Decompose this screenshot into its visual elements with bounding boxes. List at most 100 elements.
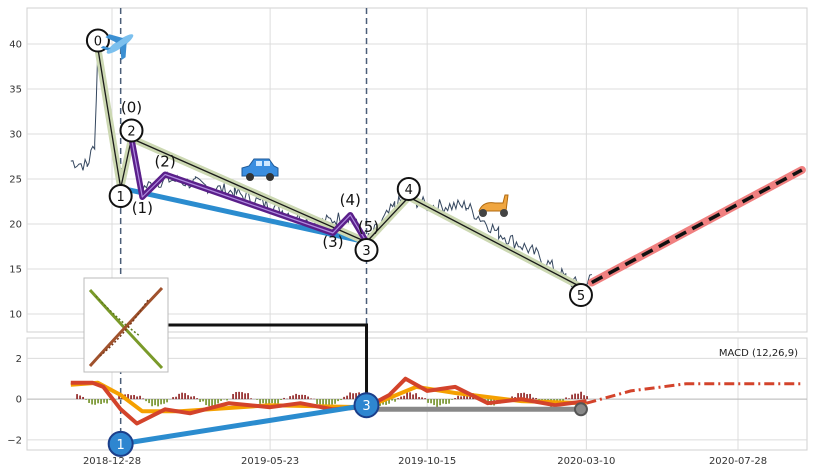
wave-marker: [568, 283, 593, 307]
macd-histogram-bar: [265, 399, 267, 406]
macd-histogram-bar: [340, 399, 342, 401]
inset-thumbnail: [83, 277, 169, 373]
wave-line: [97, 48, 582, 288]
macd-histogram-bar: [190, 396, 192, 400]
macd-histogram-bar: [388, 399, 390, 404]
macd-histogram-bar: [430, 399, 432, 404]
macd-gray-endpoint: [573, 402, 588, 417]
x-tick-label: 2020-03-10: [557, 456, 615, 467]
macd-histogram-bar: [178, 393, 180, 400]
macd-histogram-bar: [301, 394, 303, 400]
airplane-icon: [100, 34, 134, 61]
macd-histogram-bar: [418, 397, 420, 400]
car-wheel: [266, 173, 274, 181]
macd-histogram-bar: [355, 393, 357, 400]
macd-wave-marker: [107, 430, 134, 457]
macd-histogram-bar: [88, 399, 90, 403]
macd-histogram-bar: [172, 397, 174, 400]
macd-histogram-bar: [337, 399, 339, 402]
macd-histogram-bar: [316, 399, 318, 405]
macd-histogram-bar: [82, 396, 84, 400]
wave-label: 2: [127, 125, 135, 140]
macd-histogram-bar: [343, 396, 345, 400]
macd-histogram-bar: [181, 392, 183, 400]
macd-histogram-bar: [283, 397, 285, 400]
x-tick-label: 2018-12-28: [83, 456, 141, 467]
macd-histogram-bar: [457, 395, 459, 400]
subwave-label: (3): [322, 233, 343, 251]
price-panel-ytick-label: 10: [9, 310, 22, 321]
macd-histogram-bar: [241, 392, 243, 400]
airplane-wing: [105, 34, 124, 43]
macd-histogram-bar: [100, 399, 102, 405]
macd-histogram-bar: [232, 393, 234, 400]
macd-histogram-bar: [523, 392, 525, 400]
macd-histogram-bar: [118, 394, 120, 400]
price-panel-ytick-label: 35: [9, 85, 22, 96]
macd-histogram-bar: [331, 399, 333, 405]
macd-histogram-bar: [166, 399, 168, 403]
macd-histogram-bar: [256, 399, 258, 400]
macd-histogram-bar: [349, 392, 351, 400]
macd-histogram-bar: [214, 399, 216, 406]
macd-histogram-bar: [94, 399, 96, 405]
macd-histogram-bar: [577, 393, 579, 400]
macd-histogram-bar: [433, 399, 435, 406]
macd-histogram-bar: [202, 399, 204, 402]
macd-histogram-bar: [460, 396, 462, 400]
car-icon: [241, 158, 279, 181]
wave-label: 0: [94, 35, 102, 50]
macd-histogram-bar: [451, 399, 453, 400]
macd-histogram-bar: [247, 393, 249, 400]
macd-histogram-bar: [244, 393, 246, 400]
macd-histogram-bar: [397, 398, 399, 400]
macd-histogram-bar: [319, 399, 321, 405]
macd-histogram-bar: [406, 392, 408, 400]
subwave-label: (5): [358, 218, 379, 236]
macd-histogram-bar: [151, 399, 153, 407]
macd-histogram-bar: [304, 395, 306, 400]
macd-histogram-bar: [91, 399, 93, 405]
macd-histogram-bar: [346, 395, 348, 400]
macd-histogram-bar: [250, 398, 252, 400]
macd-histogram-bar: [400, 396, 402, 400]
macd-histogram-bar: [448, 399, 450, 404]
macd-histogram-bar: [199, 399, 201, 402]
macd-histogram-bar: [142, 398, 144, 400]
macd-histogram-bar: [259, 399, 261, 404]
macd-panel-ytick-label: 0: [16, 395, 22, 406]
airplane-tail: [100, 46, 111, 51]
price-panel-ytick-label: 30: [9, 130, 22, 141]
macd-histogram-bar: [157, 399, 159, 407]
macd-trendline: [118, 402, 369, 447]
macd-histogram-bar: [136, 396, 138, 400]
macd-histogram-bar: [175, 396, 177, 400]
macd-histogram-bar: [526, 394, 528, 400]
macd-histogram-bar: [385, 399, 387, 405]
macd-panel-ytick-label: −2: [7, 435, 22, 446]
macd-histogram-bar: [97, 399, 99, 404]
car-window: [256, 161, 262, 166]
airplane-fuselage: [106, 34, 134, 54]
macd-histogram-bar: [160, 399, 162, 405]
macd-histogram-bar: [571, 394, 573, 400]
scooter-icon: [478, 194, 509, 217]
x-tick-label: 2019-05-23: [241, 456, 299, 467]
macd-histogram-bar: [580, 391, 582, 400]
x-tick-label: 2019-10-15: [398, 456, 456, 467]
macd-histogram-bar: [235, 392, 237, 400]
wave-label: 3: [362, 244, 370, 259]
macd-histogram-bar: [517, 393, 519, 400]
macd-histogram-bar: [85, 399, 87, 400]
macd-histogram-bar: [409, 392, 411, 400]
macd-histogram-bar: [424, 398, 426, 400]
macd-histogram-bar: [322, 399, 324, 407]
macd-histogram-bar: [148, 399, 150, 404]
subwave-label: (1): [132, 199, 153, 217]
macd-histogram-bar: [238, 391, 240, 400]
projection-line: [590, 168, 803, 285]
macd-histogram-bar: [529, 393, 531, 400]
macd-wave-marker: [353, 392, 380, 419]
macd-histogram-bar: [403, 395, 405, 400]
macd-histogram-bar: [325, 399, 327, 407]
